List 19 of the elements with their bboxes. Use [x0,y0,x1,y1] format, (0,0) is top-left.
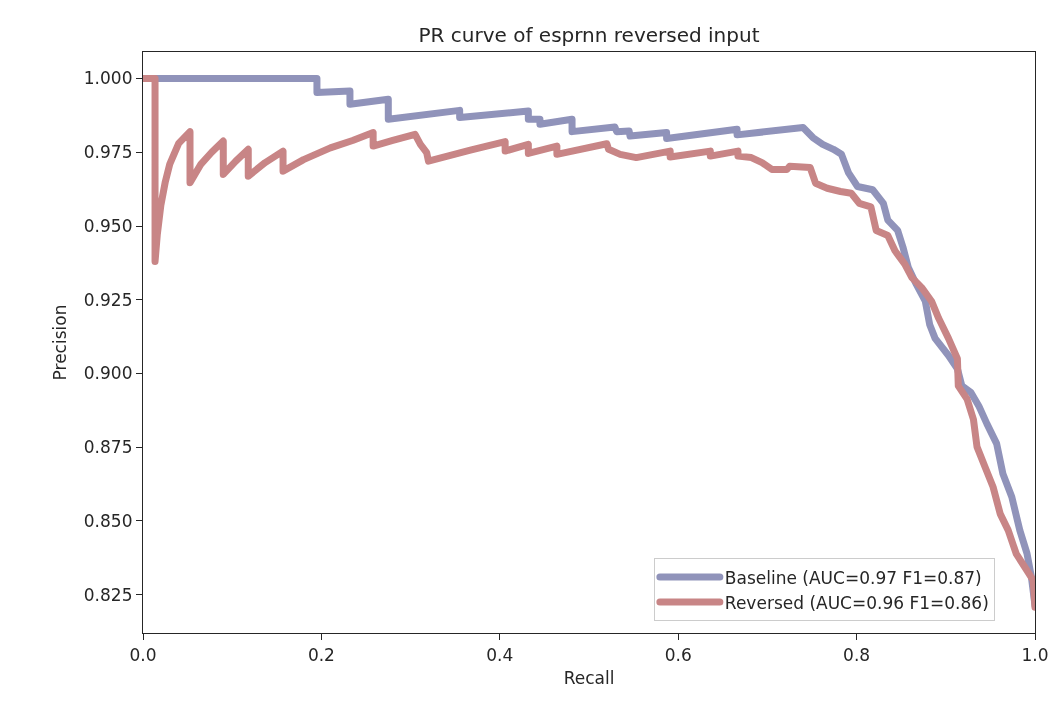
y-tick-label: 1.000 [83,68,133,89]
y-tick-label: 0.825 [83,584,133,605]
y-tick-label: 0.900 [83,363,133,384]
y-axis-title: Precision [50,304,71,381]
x-tick-label: 0.0 [129,644,157,665]
x-tick-label: 0.4 [486,644,514,665]
x-tick-label: 0.6 [664,644,692,665]
chart-title: PR curve of esprnn reversed input [418,23,760,47]
legend-label: Baseline (AUC=0.97 F1=0.87) [724,567,982,588]
y-tick-label: 0.975 [83,142,133,163]
x-tick-label: 0.2 [307,644,335,665]
x-tick-label: 0.8 [843,644,871,665]
y-tick-label: 0.925 [83,289,133,310]
x-axis-title: Recall [563,667,615,688]
y-tick-label: 0.850 [83,510,133,531]
x-tick-label: 1.0 [1021,644,1049,665]
y-tick-label: 0.875 [83,437,133,458]
y-tick-label: 0.950 [83,215,133,236]
legend-label: Reversed (AUC=0.96 F1=0.86) [724,592,989,613]
